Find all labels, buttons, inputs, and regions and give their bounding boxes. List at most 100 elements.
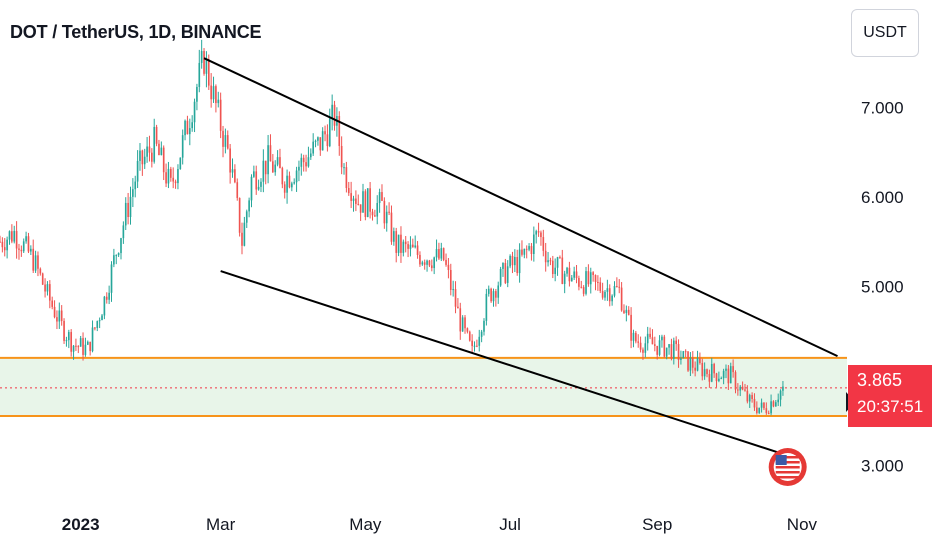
candle-body [276,157,279,165]
candle-body [272,161,274,173]
candle-body [763,402,765,409]
candle-body [20,249,23,252]
candle-body [236,182,239,198]
candle-body [366,188,369,217]
candle-body [151,152,153,162]
candle-body [414,245,417,248]
candle-body [393,231,395,242]
candle-body [160,147,163,156]
candle-body [530,246,533,254]
candle-body [739,386,742,391]
candle-body [599,282,602,291]
lower-trendline [220,270,791,458]
candle-body [210,85,212,100]
candle-body [518,249,521,274]
candle-body [411,244,414,248]
candle-body [613,286,616,296]
candle-body [540,232,542,238]
candle-body [56,317,58,322]
candle-body [487,288,490,294]
candle-body [293,182,296,184]
candle-body [758,407,761,413]
candle-body [383,200,386,224]
candle-body [129,196,132,218]
currency-button[interactable]: USDT [851,9,919,57]
candle-body [264,160,267,175]
candle-body [312,141,315,154]
candle-body [174,181,177,184]
candle-body [715,373,718,382]
candle-body [41,273,44,285]
candle-body [86,341,89,345]
candle-body [523,248,526,255]
candle-body [196,86,198,102]
candle-body [447,264,450,270]
candle-body [770,401,772,414]
candle-body [499,268,502,286]
candle-body [343,167,345,169]
candle-body [737,389,739,391]
candle-body [506,266,509,283]
candle-body [779,390,782,400]
candle-body [15,230,18,249]
price-axis-tick-label: 5.000 [861,277,904,296]
candle-body [653,344,656,346]
candle-body [3,247,6,251]
upper-trendline [203,57,838,358]
candle-body [756,407,758,413]
candle-body [409,244,412,249]
candle-body [587,271,590,285]
candle-body [400,234,402,253]
candle-body [117,253,120,256]
symbol-title: DOT / TetherUS, 1D, BINANCE [10,22,262,42]
candle-body [124,202,127,226]
candle-body [461,317,464,332]
candle-body [11,231,13,242]
candle-body [608,288,611,302]
candle-body [8,231,11,240]
candle-body [426,260,428,265]
candle-body [177,169,179,184]
candle-body [288,175,291,188]
candle-body [94,327,96,329]
candle-body [644,343,647,353]
candle-body [563,273,566,284]
candle-body [582,287,585,294]
candle-body [616,286,618,288]
candle-body [22,241,25,252]
candle-body [25,236,27,242]
candle-body [101,315,103,321]
candle-body [675,340,678,345]
candle-body [248,200,250,212]
candle-body [573,271,575,278]
candle-body [234,169,236,183]
candle-body [226,135,229,149]
candle-body [222,130,224,147]
candle-body [333,104,336,126]
candle-body [433,257,436,269]
candle-body [153,126,156,162]
candle-body [440,248,443,259]
candle-body [606,288,609,292]
candle-body [751,395,753,399]
flag-stripe [775,476,800,479]
candle-body [689,357,692,371]
candle-body [658,340,661,355]
candle-body [708,374,711,382]
candle-body [298,166,300,171]
candle-body [77,346,80,348]
candle-body [452,289,454,291]
candle-body [741,386,744,390]
candle-body [357,203,360,205]
candle-body [243,222,246,246]
candle-body [30,248,32,252]
candle-body [212,86,215,100]
candle-body [435,249,438,258]
candle-body [699,358,701,363]
candle-body [718,378,720,382]
candle-body [744,389,746,391]
candle-body [169,168,172,178]
us-flag-icon [768,448,807,486]
